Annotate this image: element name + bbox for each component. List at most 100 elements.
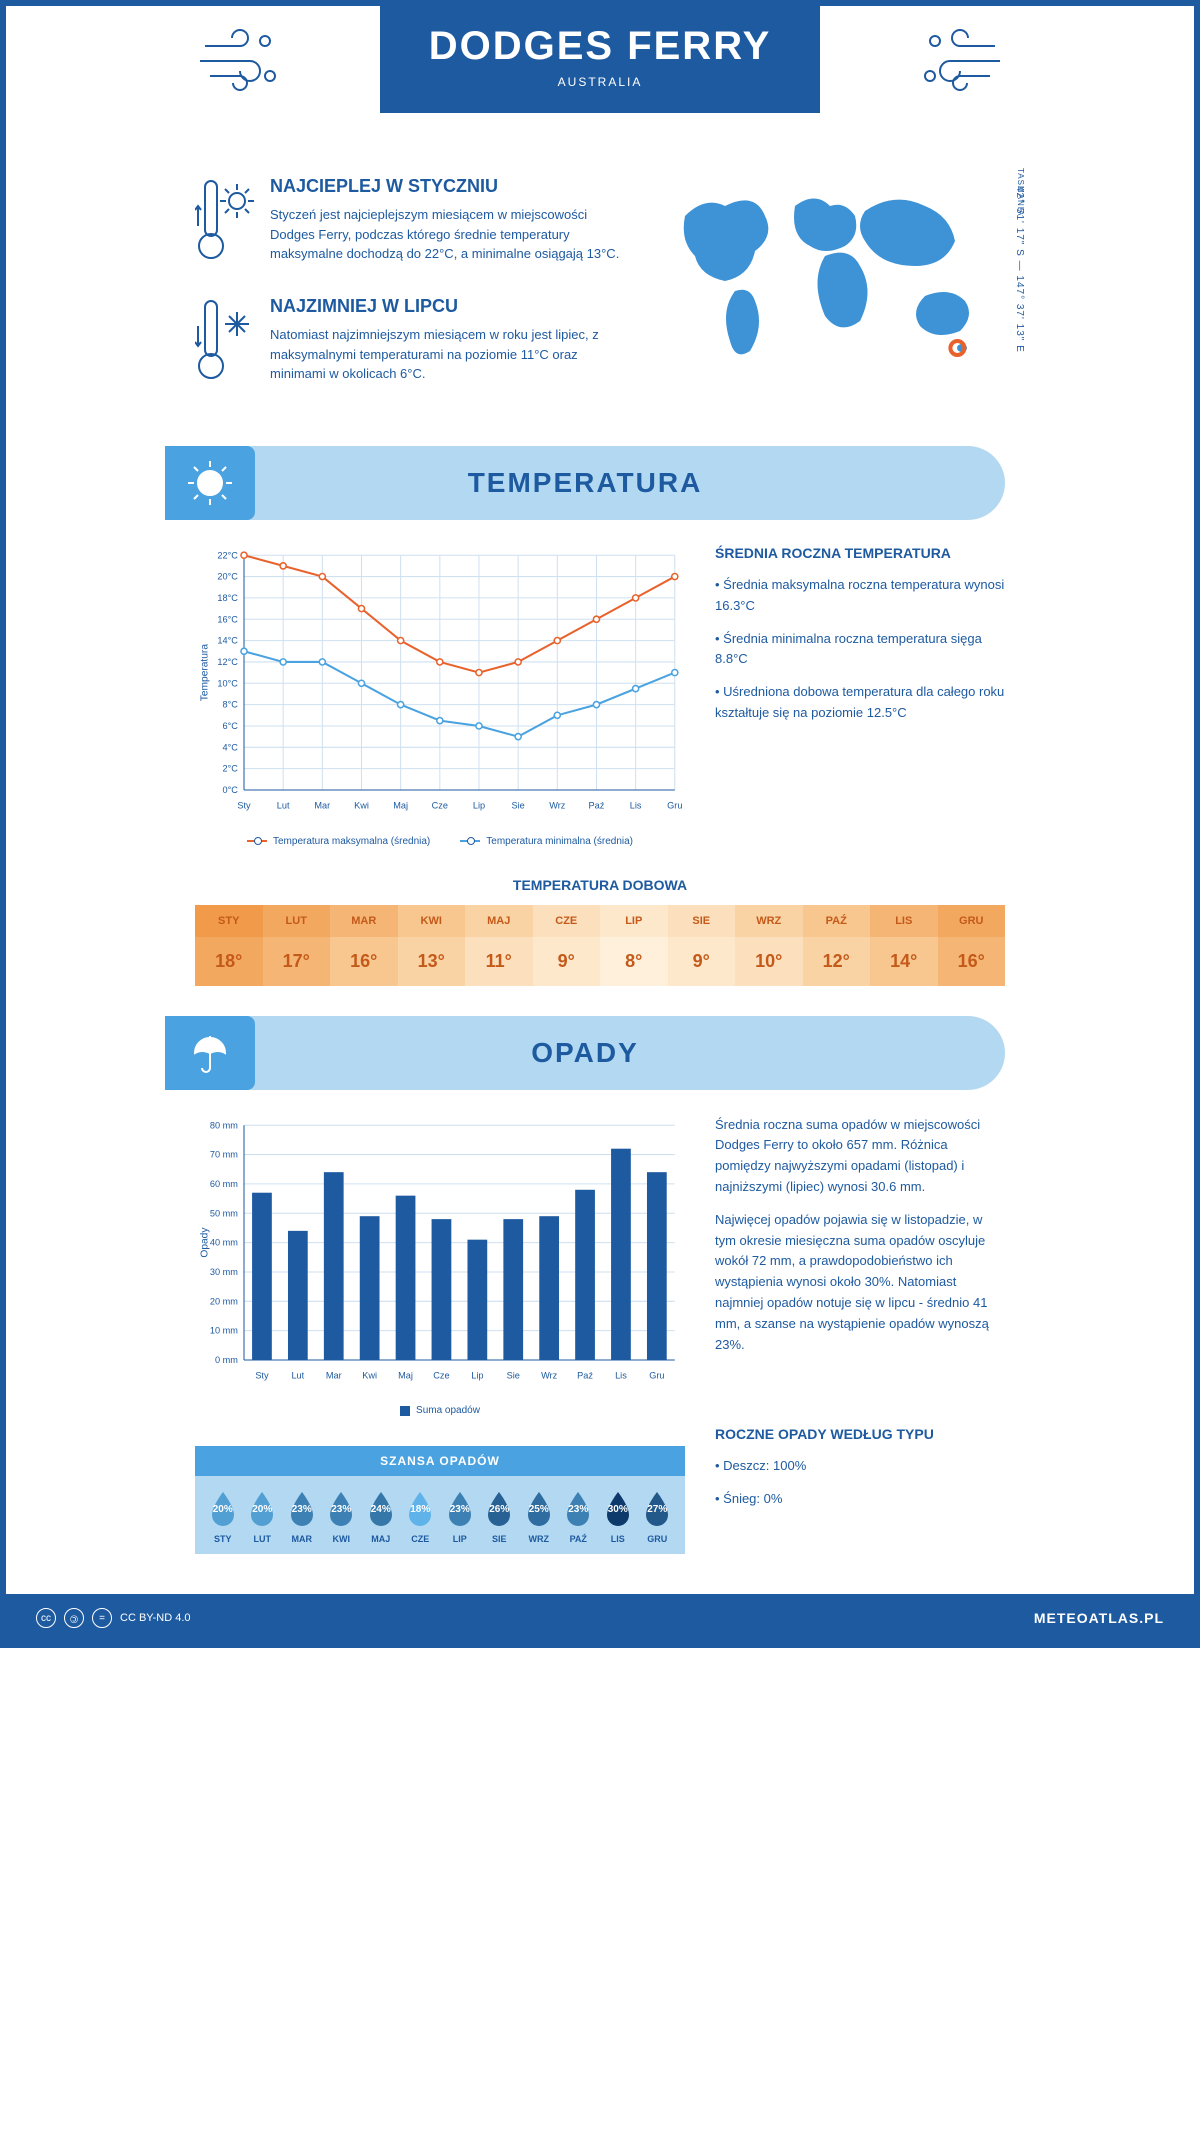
site-name: METEOATLAS.PL (1034, 1610, 1164, 1626)
daily-temp-col: LUT17° (263, 905, 331, 986)
svg-text:Lip: Lip (471, 1370, 483, 1380)
rain-chance-col: SZANSA OPADÓW 20%STY20%LUT23%MAR23%KWI24… (195, 1426, 685, 1554)
daily-temp-month: STY (195, 905, 263, 937)
rain-chance-month: PAŹ (559, 1534, 599, 1544)
wind-icon (195, 26, 285, 101)
sun-icon (165, 446, 255, 520)
coldest-block: NAJZIMNIEJ W LIPCU Natomiast najzimniejs… (195, 296, 635, 391)
daily-temp-value: 17° (263, 937, 331, 986)
raindrop-icon: 23% (287, 1490, 317, 1528)
svg-text:70 mm: 70 mm (210, 1149, 238, 1159)
daily-temp-month: SIE (668, 905, 736, 937)
warmest-block: NAJCIEPLEJ W STYCZNIU Styczeń jest najci… (195, 176, 635, 271)
temp-side-title: ŚREDNIA ROCZNA TEMPERATURA (715, 545, 1005, 561)
rain-chance-month: KWI (322, 1534, 362, 1544)
temperature-banner: TEMPERATURA (165, 446, 1005, 520)
rain-chance-value: 30% (603, 1504, 633, 1515)
raindrop-icon: 20% (208, 1490, 238, 1528)
daily-temp-month: LIP (600, 905, 668, 937)
rain-chance-value: 20% (208, 1504, 238, 1515)
license-text: CC BY-ND 4.0 (120, 1612, 191, 1624)
thermometer-snow-icon (195, 296, 255, 391)
daily-temp-month: MAR (330, 905, 398, 937)
rain-chance-cell: 20%STY (203, 1490, 243, 1544)
rain-chance-value: 24% (366, 1504, 396, 1515)
svg-text:Mar: Mar (314, 800, 330, 810)
daily-temp-value: 16° (938, 937, 1006, 986)
daily-temp-title: TEMPERATURA DOBOWA (195, 877, 1005, 893)
svg-text:Opady: Opady (199, 1226, 210, 1257)
rain-chance-cell: 23%KWI (322, 1490, 362, 1544)
temperature-legend: Temperatura maksymalna (średnia)Temperat… (195, 836, 685, 847)
daily-temp-value: 16° (330, 937, 398, 986)
svg-text:10 mm: 10 mm (210, 1325, 238, 1335)
raindrop-icon: 23% (445, 1490, 475, 1528)
daily-temp-col: KWI13° (398, 905, 466, 986)
svg-text:Mar: Mar (326, 1370, 342, 1380)
precip-heading: OPADY (255, 1037, 1005, 1069)
rain-chance-month: CZE (401, 1534, 441, 1544)
svg-text:Sty: Sty (255, 1370, 269, 1380)
raindrop-icon: 27% (642, 1490, 672, 1528)
svg-text:Gru: Gru (649, 1370, 664, 1380)
svg-text:8°C: 8°C (222, 700, 238, 710)
precip-p1: Średnia roczna suma opadów w miejscowośc… (715, 1115, 1005, 1198)
temperature-side: ŚREDNIA ROCZNA TEMPERATURA • Średnia mak… (715, 545, 1005, 847)
country-label: AUSTRALIA (380, 75, 820, 89)
coldest-body: Natomiast najzimniejszym miesiącem w rok… (270, 325, 635, 384)
svg-text:18°C: 18°C (217, 593, 238, 603)
svg-text:0°C: 0°C (222, 785, 238, 795)
raindrop-icon: 30% (603, 1490, 633, 1528)
daily-temp-col: GRU16° (938, 905, 1006, 986)
rain-chance-value: 26% (484, 1504, 514, 1515)
daily-temp-col: WRZ10° (735, 905, 803, 986)
precip-type-title: ROCZNE OPADY WEDŁUG TYPU (715, 1426, 1005, 1442)
rain-chance-cell: 27% GRU (638, 1490, 678, 1544)
daily-temp-month: WRZ (735, 905, 803, 937)
daily-temp-table: STY18°LUT17°MAR16°KWI13°MAJ11°CZE9°LIP8°… (195, 905, 1005, 986)
daily-temp-value: 9° (533, 937, 601, 986)
svg-text:60 mm: 60 mm (210, 1179, 238, 1189)
svg-text:40 mm: 40 mm (210, 1237, 238, 1247)
rain-chance-value: 20% (247, 1504, 277, 1515)
temperature-chart-row: 0°C2°C4°C6°C8°C10°C12°C14°C16°C18°C20°C2… (195, 545, 1005, 847)
rain-chance-cell: 23%MAR (282, 1490, 322, 1544)
svg-text:Maj: Maj (398, 1370, 413, 1380)
rain-chance-month: GRU (638, 1534, 678, 1544)
svg-text:12°C: 12°C (217, 657, 238, 667)
svg-text:Lis: Lis (615, 1370, 627, 1380)
daily-temp-col: LIS14° (870, 905, 938, 986)
svg-text:Lut: Lut (291, 1370, 304, 1380)
footer: cc 🄯 = CC BY-ND 4.0 METEOATLAS.PL (6, 1594, 1194, 1642)
rain-chance-value: 23% (445, 1504, 475, 1515)
location-title: DODGES FERRY (380, 24, 820, 69)
svg-text:Sie: Sie (507, 1370, 520, 1380)
svg-text:Wrz: Wrz (549, 800, 566, 810)
daily-temp-value: 13° (398, 937, 466, 986)
precip-banner: OPADY (165, 1016, 1005, 1090)
svg-text:Gru: Gru (667, 800, 682, 810)
cc-icon: cc (36, 1608, 56, 1628)
temp-bullet: • Średnia maksymalna roczna temperatura … (715, 575, 1005, 617)
daily-temp-month: LIS (870, 905, 938, 937)
temp-bullet: • Uśredniona dobowa temperatura dla całe… (715, 682, 1005, 724)
rain-chance-month: LUT (243, 1534, 283, 1544)
precip-type-line: • Śnieg: 0% (715, 1489, 1005, 1510)
daily-temp-month: KWI (398, 905, 466, 937)
warmest-body: Styczeń jest najcieplejszym miesiącem w … (270, 205, 635, 264)
precip-type: ROCZNE OPADY WEDŁUG TYPU • Deszcz: 100%•… (715, 1426, 1005, 1554)
svg-text:80 mm: 80 mm (210, 1120, 238, 1130)
rain-chance-month: LIS (598, 1534, 638, 1544)
wind-icon (915, 26, 1005, 101)
license: cc 🄯 = CC BY-ND 4.0 (36, 1608, 191, 1628)
daily-temp-value: 18° (195, 937, 263, 986)
svg-text:Lut: Lut (277, 800, 290, 810)
daily-temp-col: STY18° (195, 905, 263, 986)
svg-text:16°C: 16°C (217, 614, 238, 624)
svg-text:Sie: Sie (512, 800, 525, 810)
daily-temp-value: 9° (668, 937, 736, 986)
world-map: TASMANIA 42° 51' 17" S — 147° 37' 13" E (665, 176, 1005, 416)
svg-text:Paź: Paź (577, 1370, 593, 1380)
precip-legend: Suma opadów (195, 1405, 685, 1416)
legend-item: Temperatura minimalna (średnia) (460, 836, 633, 847)
